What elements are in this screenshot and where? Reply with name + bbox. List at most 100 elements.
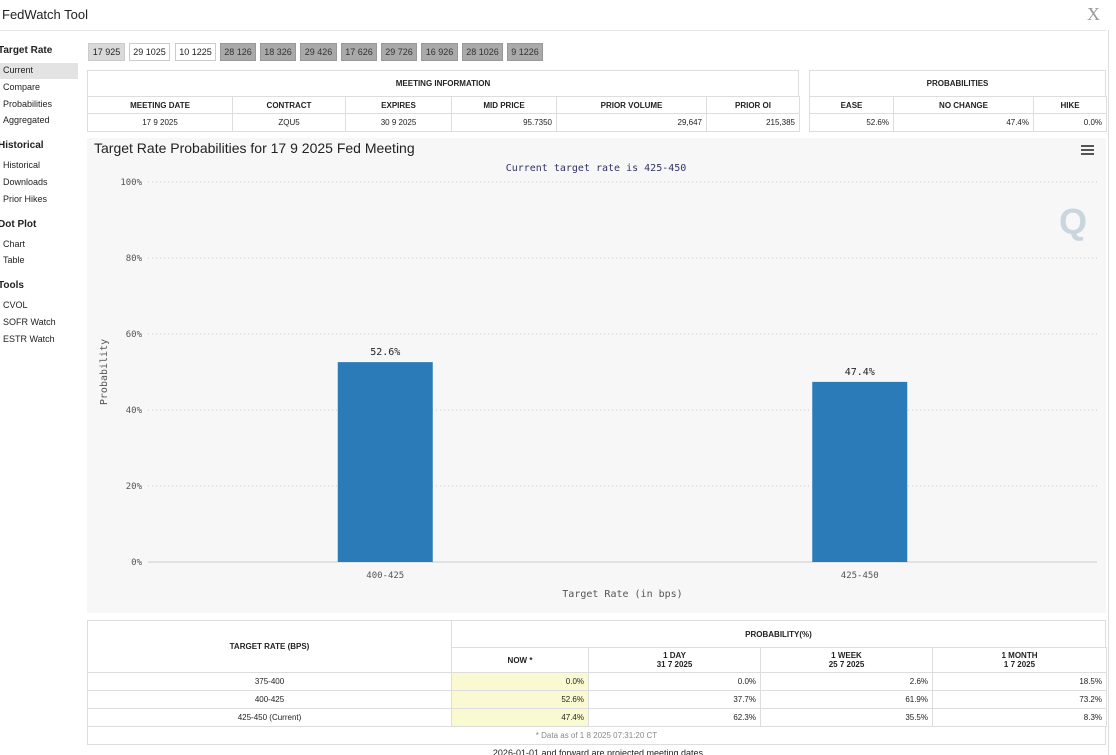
period-label: 1 DAY bbox=[663, 651, 686, 660]
column-header: EASE bbox=[809, 96, 894, 114]
data-label: 47.4% bbox=[845, 367, 875, 378]
date-tab[interactable]: 16 926 bbox=[421, 43, 458, 61]
table-cell: 425-450 (Current) bbox=[87, 708, 452, 727]
chart-panel: Target Rate Probabilities for 17 9 2025 … bbox=[87, 138, 1106, 613]
period-header: NOW * bbox=[451, 647, 589, 673]
sidebar-item[interactable]: ESTR Watch bbox=[3, 334, 55, 344]
table-cell: 0.0% bbox=[451, 672, 589, 691]
table-cell: ZQU5 bbox=[232, 113, 346, 132]
column-header: EXPIRES bbox=[345, 96, 452, 114]
table-cell: 17 9 2025 bbox=[87, 113, 233, 132]
y-tick-label: 60% bbox=[126, 330, 143, 340]
table-cell: 52.6% bbox=[451, 690, 589, 709]
table-cell: 73.2% bbox=[932, 690, 1107, 709]
sidebar-item[interactable]: CVOL bbox=[3, 300, 28, 310]
sidebar-heading: Dot Plot bbox=[0, 219, 37, 230]
header-divider bbox=[0, 30, 1106, 31]
period-date: 1 7 2025 bbox=[1003, 660, 1036, 669]
table-cell: 95.7350 bbox=[451, 113, 557, 132]
sidebar-item[interactable]: Compare bbox=[3, 82, 41, 92]
date-tab[interactable]: 10 1225 bbox=[175, 43, 216, 61]
bar bbox=[337, 362, 433, 562]
period-date: 25 7 2025 bbox=[828, 660, 865, 669]
y-tick-label: 80% bbox=[126, 254, 143, 264]
date-tab[interactable]: 29 1025 bbox=[129, 43, 170, 61]
column-header: NO CHANGE bbox=[893, 96, 1034, 114]
table-title: PROBABILITIES bbox=[809, 70, 1106, 97]
column-header: CONTRACT bbox=[232, 96, 346, 114]
date-tab[interactable]: 29 726 bbox=[381, 43, 417, 61]
chart: Target Rate Probabilities for 17 9 2025 … bbox=[94, 140, 1097, 600]
sidebar-item[interactable]: Table bbox=[3, 255, 25, 265]
app-title: FedWatch Tool bbox=[2, 7, 88, 22]
sidebar-item[interactable]: Chart bbox=[3, 239, 26, 249]
period-header: 1 WEEK 25 7 2025 bbox=[760, 647, 933, 673]
period-label: 1 WEEK bbox=[831, 651, 862, 660]
table-cell: 29,647 bbox=[556, 113, 707, 132]
chart-title: Target Rate Probabilities for 17 9 2025 … bbox=[94, 140, 415, 156]
table-cell: 30 9 2025 bbox=[345, 113, 452, 132]
date-tab[interactable]: 17 925 bbox=[88, 43, 125, 61]
period-header: 1 DAY 31 7 2025 bbox=[588, 647, 761, 673]
date-tab[interactable]: 28 1026 bbox=[462, 43, 503, 61]
table-cell: 0.0% bbox=[588, 672, 761, 691]
sidebar-item[interactable]: Probabilities bbox=[3, 99, 53, 109]
sidebar-heading: Historical bbox=[0, 140, 44, 151]
table-cell: 2.6% bbox=[760, 672, 933, 691]
period-header: 1 MONTH 1 7 2025 bbox=[932, 647, 1107, 673]
sidebar-item[interactable]: Prior Hikes bbox=[3, 194, 48, 204]
period-label: 1 MONTH bbox=[1001, 651, 1038, 660]
column-header: HIKE bbox=[1033, 96, 1107, 114]
y-tick-label: 100% bbox=[120, 178, 142, 188]
period-date: 31 7 2025 bbox=[656, 660, 693, 669]
bar bbox=[812, 381, 908, 562]
table-note: * Data as of 1 8 2025 07:31:20 CT bbox=[87, 726, 1106, 745]
table-cell: 47.4% bbox=[893, 113, 1034, 132]
table-cell: 400-425 bbox=[87, 690, 452, 709]
data-label: 52.6% bbox=[370, 347, 400, 358]
table-cell: 35.5% bbox=[760, 708, 933, 727]
table-cell: 62.3% bbox=[588, 708, 761, 727]
x-axis-label: Target Rate (in bps) bbox=[562, 589, 682, 600]
date-tab[interactable]: 28 126 bbox=[220, 43, 256, 61]
sidebar-item[interactable]: Historical bbox=[3, 160, 41, 170]
y-tick-label: 20% bbox=[126, 482, 143, 492]
table-title: MEETING INFORMATION bbox=[87, 70, 799, 97]
table-cell: 52.6% bbox=[809, 113, 894, 132]
date-tab[interactable]: 9 1226 bbox=[507, 43, 543, 61]
table-cell: 0.0% bbox=[1033, 113, 1107, 132]
column-header: MEETING DATE bbox=[87, 96, 233, 114]
date-tab[interactable]: 17 626 bbox=[341, 43, 377, 61]
watermark: Q bbox=[1059, 201, 1087, 242]
footer-note: 2026-01-01 and forward are projected mee… bbox=[492, 748, 704, 755]
sidebar-item[interactable]: SOFR Watch bbox=[3, 317, 56, 327]
table-cell: 215,385 bbox=[706, 113, 800, 132]
column-header: PRIOR OI bbox=[706, 96, 800, 114]
sidebar-item[interactable]: Aggregated bbox=[3, 115, 50, 125]
column-header: MID PRICE bbox=[451, 96, 557, 114]
y-tick-label: 40% bbox=[126, 406, 143, 416]
table-cell: 37.7% bbox=[588, 690, 761, 709]
sidebar-item[interactable]: Downloads bbox=[3, 177, 48, 187]
sidebar-heading: Target Rate bbox=[0, 45, 53, 56]
date-tab[interactable]: 29 426 bbox=[300, 43, 337, 61]
period-label: NOW * bbox=[507, 655, 533, 665]
y-axis-label: Probability bbox=[99, 339, 110, 405]
x-tick-label: 400-425 bbox=[366, 571, 404, 581]
sidebar-heading: Tools bbox=[0, 280, 24, 291]
date-tab[interactable]: 18 326 bbox=[260, 43, 296, 61]
sidebar-item[interactable]: Current bbox=[0, 63, 78, 79]
y-tick-label: 0% bbox=[131, 558, 142, 568]
close-button[interactable]: X bbox=[1087, 4, 1100, 24]
column-header: PROBABILITY(%) bbox=[451, 620, 1106, 648]
column-header: PRIOR VOLUME bbox=[556, 96, 707, 114]
table-cell: 18.5% bbox=[932, 672, 1107, 691]
scrollbar-edge bbox=[1108, 30, 1109, 755]
chart-subtitle: Current target rate is 425-450 bbox=[506, 163, 687, 174]
table-cell: 47.4% bbox=[451, 708, 589, 727]
table-cell: 8.3% bbox=[932, 708, 1107, 727]
x-tick-label: 425-450 bbox=[841, 571, 879, 581]
column-header: TARGET RATE (BPS) bbox=[87, 620, 452, 673]
chart-menu[interactable] bbox=[1081, 145, 1094, 155]
